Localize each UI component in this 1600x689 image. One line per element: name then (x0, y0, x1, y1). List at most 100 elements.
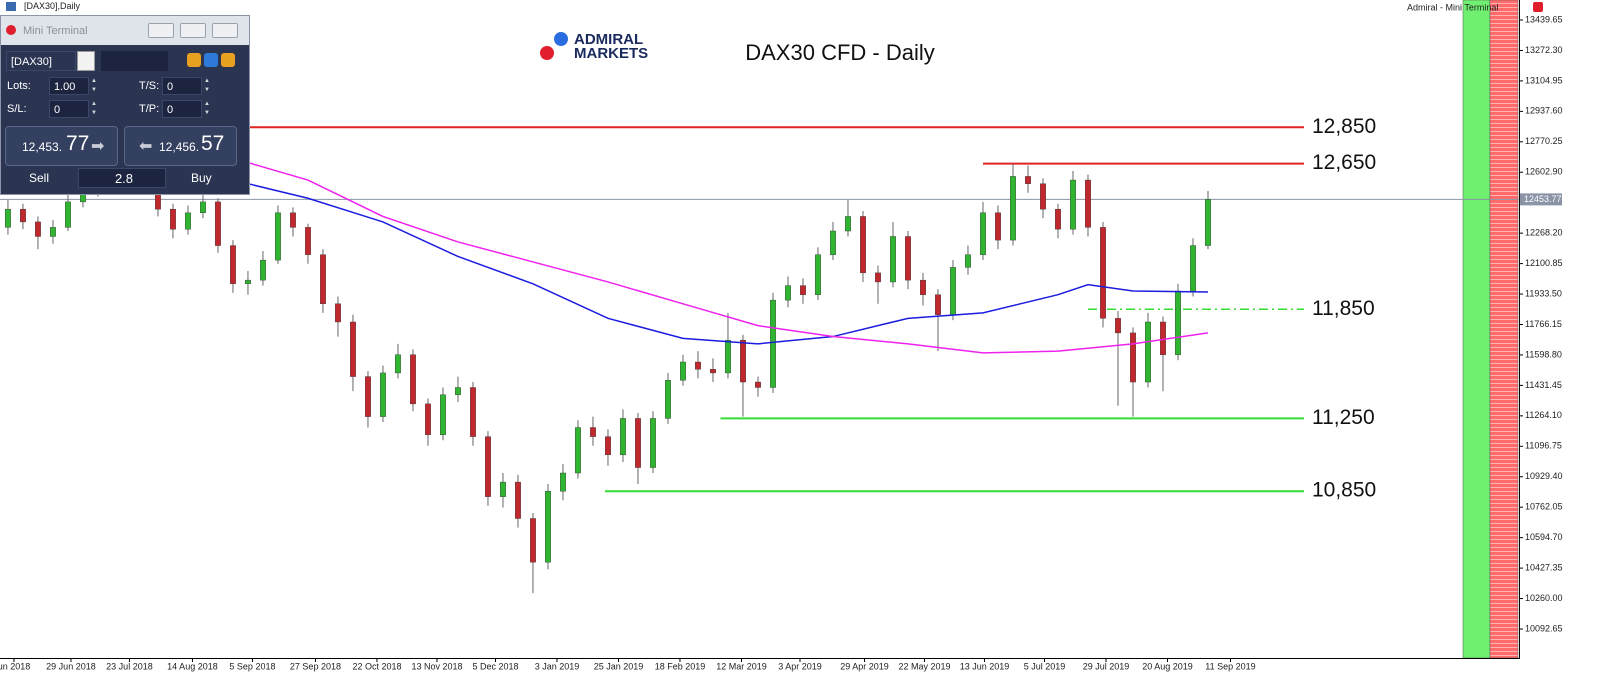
candle-body (410, 354, 416, 405)
candle-body (935, 294, 941, 315)
minimize-button[interactable] (148, 23, 174, 38)
window-titlebar: [DAX30],Daily (0, 0, 260, 14)
y-tick-label: 13439.65 (1525, 14, 1563, 24)
candle-body (560, 472, 566, 492)
sell-price-button[interactable]: 12,453. 77 ➡ (5, 126, 118, 166)
mini-terminal: Mini Terminal [DAX30] Lots: 1.00 ▲ ▼ T/S:… (0, 15, 250, 195)
spin[interactable]: ▲ ▼ (204, 101, 210, 116)
moving-average (232, 179, 1208, 345)
tool-button[interactable] (187, 53, 201, 67)
x-tick-label: 29 Jul 2019 (1083, 661, 1130, 671)
candle-body (1160, 321, 1166, 355)
x-tick-label: 27 Sep 2018 (290, 661, 341, 671)
candle-body (65, 201, 71, 228)
x-tick-label: 22 Oct 2018 (352, 661, 401, 671)
spin[interactable]: ▲ ▼ (91, 101, 97, 116)
candle-body (830, 230, 836, 255)
price-tag (1520, 193, 1562, 206)
sl-label: S/L: (7, 103, 27, 115)
y-tick-label: 11766.15 (1525, 319, 1562, 329)
ts-input[interactable]: 0 (162, 77, 202, 95)
candle-body (515, 481, 521, 519)
candle-body (920, 279, 926, 295)
symbol-select[interactable]: [DAX30] (6, 51, 76, 71)
spin[interactable]: ▲ ▼ (204, 78, 210, 93)
candle-body (185, 212, 191, 230)
ts-label: T/S: (139, 80, 160, 92)
candle-body (770, 299, 776, 388)
tp-input[interactable]: 0 (162, 100, 202, 118)
window-title: [DAX30],Daily (24, 1, 81, 11)
x-tick-label: 18 Feb 2019 (655, 661, 706, 671)
candle-body (905, 236, 911, 281)
candle-body (260, 259, 266, 281)
candle-body (1145, 321, 1151, 383)
buy-arrow: ⬅ (139, 138, 153, 155)
close-button[interactable] (212, 23, 238, 38)
buy-price: 12,456. (159, 140, 200, 154)
candle-body (845, 216, 851, 232)
y-tick-label: 11264.10 (1525, 410, 1562, 420)
sell-price: 12,453. (22, 140, 63, 154)
window-icon (6, 2, 16, 11)
candle-body (230, 245, 236, 284)
candle-body (1055, 208, 1061, 230)
spin[interactable]: ▲ ▼ (91, 78, 97, 93)
candle-body (485, 436, 491, 497)
candle-body (980, 212, 986, 255)
menu-button[interactable] (221, 53, 235, 67)
y-tick-label: 10260.00 (1525, 593, 1563, 603)
sell-price-pips: 77 (66, 132, 90, 155)
candle-body (455, 387, 461, 395)
candle-body (380, 372, 386, 417)
candle-body (875, 272, 881, 283)
candle-body (335, 303, 341, 323)
candle-body (245, 279, 251, 284)
logo-dot-blue (554, 32, 568, 46)
candle-body (1175, 290, 1181, 355)
y-tick-label: 10092.65 (1525, 623, 1563, 633)
y-tick-label: 12602.90 (1525, 167, 1563, 177)
candle-body (500, 481, 506, 497)
buy-button[interactable]: Buy (191, 171, 212, 185)
candle-body (1085, 179, 1091, 228)
sl-input[interactable]: 0 (49, 100, 89, 118)
tp-label: T/P: (139, 103, 160, 115)
candle-body (50, 227, 56, 237)
restore-button[interactable] (180, 23, 206, 38)
settings-button[interactable] (204, 53, 218, 67)
sell-button[interactable]: Sell (29, 171, 50, 185)
candle-body (1100, 227, 1106, 319)
y-tick-label: 12268.20 (1525, 228, 1563, 238)
level-label: 12,650 (1312, 151, 1376, 174)
candle-body (1115, 318, 1121, 334)
y-tick-label: 13272.30 (1525, 45, 1563, 55)
x-tick-label: 5 Dec 2018 (472, 661, 518, 671)
dropdown-button[interactable] (77, 51, 95, 71)
logo-text: MARKETS (574, 45, 648, 62)
x-tick-label: 3 Jan 2019 (535, 661, 580, 671)
terminal-titlebar: Mini Terminal (1, 16, 249, 45)
x-tick-label: 25 Jan 2019 (594, 661, 644, 671)
buy-zone-bar (1462, 0, 1491, 659)
candle-body (860, 216, 866, 274)
candle-body (695, 361, 701, 370)
buy-price-button[interactable]: ⬅ 12,456. 57 (124, 126, 237, 166)
candle-body (350, 321, 356, 377)
x-tick-label: 3 Apr 2019 (778, 661, 822, 671)
terminal-icon (6, 25, 16, 35)
x-tick-label: 22 May 2019 (898, 661, 950, 671)
candle-body (725, 339, 731, 374)
lots-input[interactable]: 1.00 (49, 77, 89, 95)
plot (0, 126, 1519, 594)
candle-body (890, 236, 896, 283)
candle-body (1010, 176, 1016, 241)
candle-body (275, 212, 281, 261)
candle-body (305, 227, 311, 255)
y-tick-label: 10929.40 (1525, 471, 1563, 481)
candle-body (620, 418, 626, 456)
symbol-info (101, 51, 168, 71)
candle-body (590, 427, 596, 437)
x-tick-label: 29 Apr 2019 (840, 661, 889, 671)
